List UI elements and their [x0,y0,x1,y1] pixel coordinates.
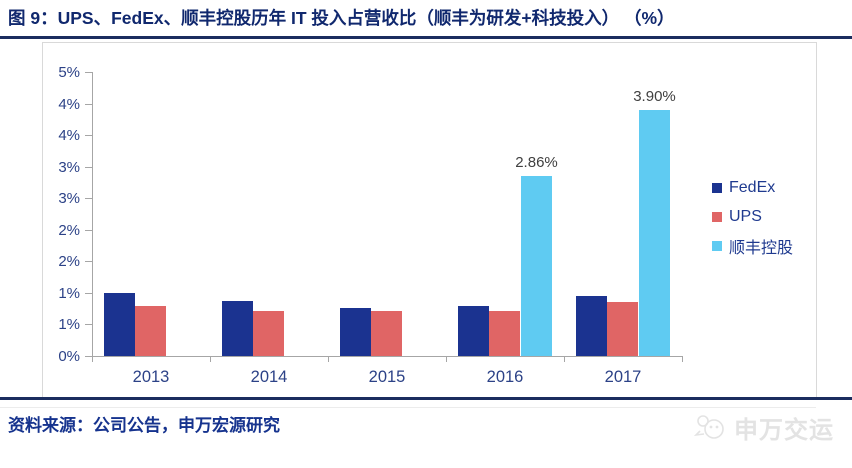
x-tick-mark [446,356,447,362]
bar-FedEx-2013 [103,292,135,356]
legend-item-sfholding: 顺丰控股 [712,238,793,257]
y-tick-label: 4% [58,95,80,113]
watermark-text: 申万交运 [734,417,834,444]
bar-UPS-2013 [135,305,167,356]
x-tick-mark [682,356,683,362]
chart-legend: FedEx UPS 顺丰控股 [712,179,793,267]
x-tick-mark [328,356,329,362]
footer-divider [0,397,852,400]
figure-title: 图 9：UPS、FedEx、顺丰控股历年 IT 投入占营收比（顺丰为研发+科技投… [8,8,675,28]
y-tick-label: 0% [58,348,80,365]
x-category-label: 2014 [250,368,288,386]
y-tick-mark [85,261,92,263]
legend-label: 顺丰控股 [729,240,794,257]
panda-chat-icon [694,414,724,439]
x-category-label: 2015 [368,368,406,386]
bar-value-label: 2.86% [515,153,558,171]
x-category-label: 2013 [132,368,170,386]
bar-FedEx-2014 [221,301,253,356]
sw-transport-watermark: 申万交运 [694,410,834,445]
y-tick-label: 1% [58,284,80,302]
y-tick-label: 3% [58,190,80,208]
legend-item-fedex: FedEx [712,179,793,196]
bar-顺丰控股-2016 [520,175,552,356]
x-tick-mark [92,356,93,362]
y-tick-mark [85,103,92,105]
bar-value-label: 3.90% [633,87,676,105]
bar-FedEx-2015 [339,308,371,356]
y-tick-label: 4% [58,127,80,145]
y-tick-mark [85,229,92,231]
x-axis-line [92,356,683,357]
bar-UPS-2017 [607,301,639,356]
x-tick-mark [210,356,211,362]
y-tick-label: 5% [58,64,80,81]
x-category-label: 2016 [486,368,524,386]
ups-swatch-icon [712,212,722,222]
bar-FedEx-2016 [457,305,489,356]
fedex-swatch-icon [712,183,722,193]
y-tick-mark [85,135,92,137]
y-tick-mark [85,356,92,357]
bar-UPS-2016 [489,311,521,356]
legend-label: FedEx [729,179,776,196]
y-tick-mark [85,292,92,294]
legend-item-ups: UPS [712,208,793,225]
y-tick-mark [85,72,92,73]
y-tick-label: 1% [58,316,80,334]
x-category-label: 2017 [604,368,642,386]
bar-顺丰控股-2017 [638,109,670,356]
sfholding-swatch-icon [712,241,722,251]
y-tick-label: 2% [58,221,80,239]
y-tick-mark [85,324,92,326]
title-underline [0,36,852,39]
legend-label: UPS [729,208,762,225]
y-tick-mark [85,198,92,200]
source-note: 资料来源：公司公告，申万宏源研究 [8,416,280,435]
y-axis-line [92,72,93,356]
bar-UPS-2015 [371,311,403,356]
x-tick-mark [564,356,565,362]
bar-FedEx-2017 [575,296,607,356]
footer-faint-divider [0,407,816,408]
chart-frame [42,42,817,398]
y-tick-label: 3% [58,158,80,176]
y-tick-label: 2% [58,253,80,271]
y-tick-mark [85,166,92,168]
bar-UPS-2014 [253,310,285,356]
